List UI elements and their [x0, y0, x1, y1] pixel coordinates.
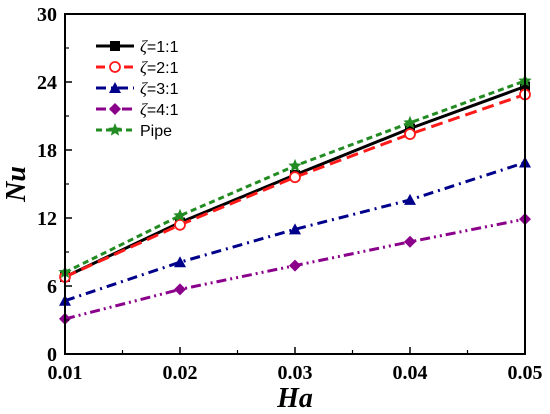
- x-axis-title: Ha: [276, 383, 313, 414]
- data-point: [289, 171, 301, 184]
- series-layer: [58, 73, 532, 325]
- data-point: [289, 223, 301, 235]
- legend-marker: [109, 82, 121, 93]
- x-tick-label: 0.02: [163, 362, 198, 384]
- series-line-1: [64, 93, 526, 279]
- y-tick-label: 24: [37, 72, 57, 94]
- legend-marker: [108, 123, 122, 136]
- legend-marker: [110, 41, 120, 51]
- series-line-2: [64, 161, 526, 303]
- data-point: [404, 235, 416, 248]
- legend-label: ζ=2:1: [140, 58, 179, 77]
- data-point: [174, 256, 186, 268]
- legend-label: ζ=4:1: [140, 100, 179, 119]
- data-point: [288, 158, 302, 172]
- data-point: [404, 128, 416, 141]
- plot-frame: [64, 13, 526, 355]
- x-tick-label: 0.04: [393, 362, 428, 384]
- y-tick-label: 6: [47, 276, 57, 298]
- x-tick-label: 0.03: [278, 362, 313, 384]
- legend-label: ζ=3:1: [140, 79, 179, 98]
- y-tick-label: 0: [47, 344, 57, 366]
- data-point: [404, 193, 416, 205]
- data-point: [173, 208, 187, 222]
- legend-marker: [109, 103, 121, 115]
- y-axis-title: Nu: [1, 166, 32, 203]
- data-point: [403, 115, 417, 129]
- data-point: [174, 283, 186, 296]
- ticks-layer: 0.01 0.02 0.03 0.04 0.05 0 6 12 18 24 30: [37, 4, 543, 384]
- data-point: [174, 218, 186, 231]
- legend: ζ=1:1 ζ=2:1 ζ=3:1 ζ=4:1 Pipe: [96, 37, 179, 140]
- y-tick-label: 30: [37, 4, 57, 26]
- x-tick-label: 0.05: [508, 362, 543, 384]
- data-point: [289, 259, 301, 272]
- x-tick-label: 0.01: [48, 362, 83, 384]
- legend-marker: [109, 61, 121, 73]
- y-tick-label: 12: [37, 208, 57, 230]
- legend-label: ζ=1:1: [140, 37, 179, 56]
- y-tick-label: 18: [37, 140, 57, 162]
- legend-label: Pipe: [140, 123, 172, 140]
